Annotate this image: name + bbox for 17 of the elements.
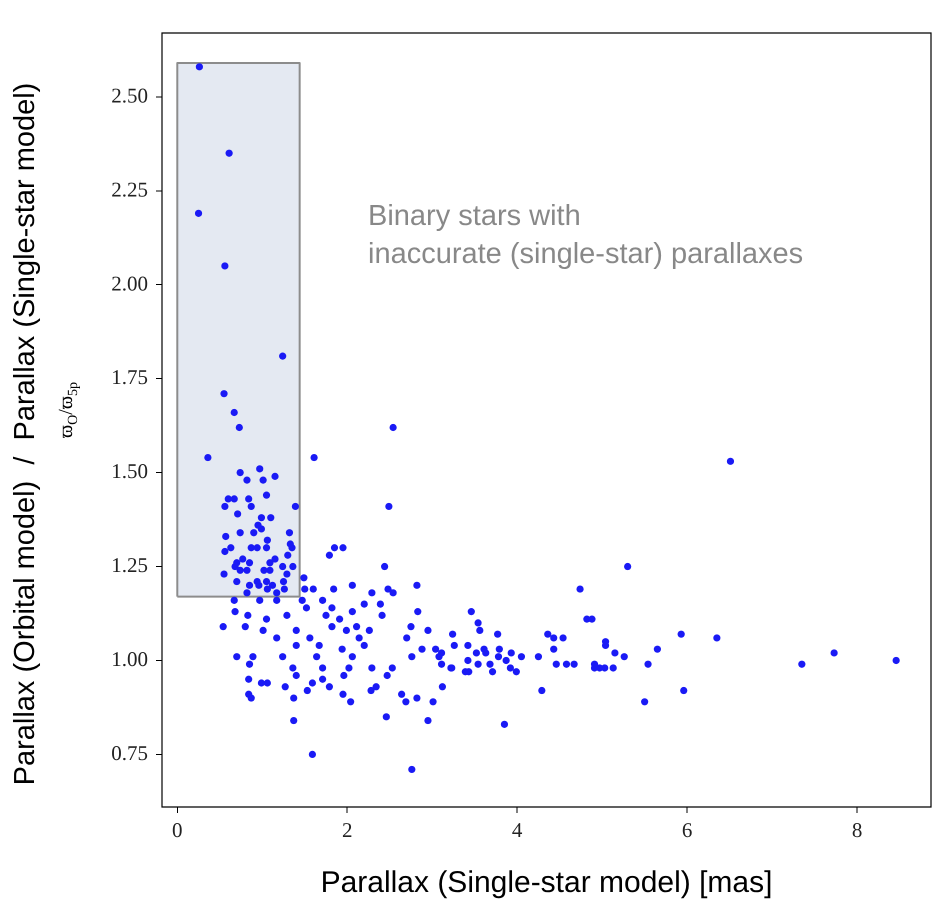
y-tick-label: 0.75: [111, 740, 148, 765]
x-tick-label: 4: [512, 818, 523, 842]
y-tick-label: 1.00: [111, 646, 148, 671]
y-tick-label: 2.00: [111, 271, 148, 296]
y-tick-label: 1.50: [111, 459, 148, 484]
x-tick-label: 0: [172, 818, 183, 842]
x-tick-label: 2: [342, 818, 352, 842]
x-tick-label: 6: [682, 818, 692, 842]
y-tick-label: 2.50: [111, 83, 148, 108]
y-axis-title: Parallax (Orbital model) / Parallax (Single-star model): [9, 82, 41, 786]
x-tick-label: 8: [852, 818, 862, 842]
annotation: Binary stars with inaccurate (single-star) parallaxes: [368, 200, 804, 270]
x-axis-title: Parallax (Single-star model) [mas]: [320, 866, 772, 899]
text: ϖO/ϖ5p: [55, 382, 81, 438]
y-tick-label: 2.25: [111, 177, 148, 202]
y-tick-label: 1.25: [111, 553, 148, 578]
y-tick-label: 1.75: [111, 365, 148, 390]
